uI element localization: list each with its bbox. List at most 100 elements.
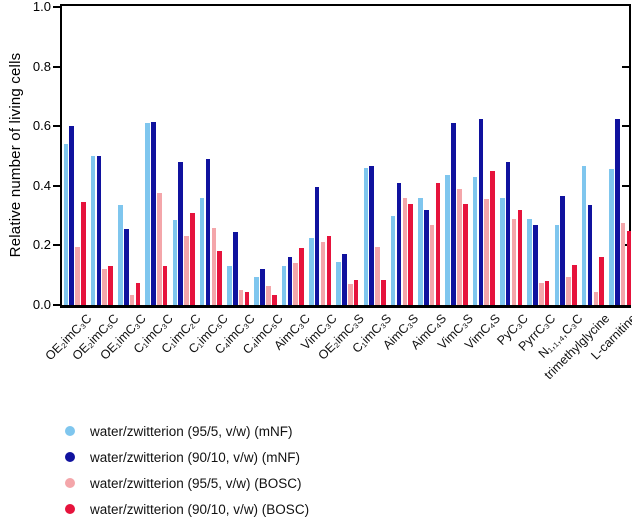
bar xyxy=(462,203,468,305)
bar xyxy=(408,203,413,305)
legend-dot-icon xyxy=(65,504,75,514)
y-axis-tick-label: 1.0 xyxy=(32,0,51,14)
bar xyxy=(517,209,523,305)
bar xyxy=(423,209,429,305)
bar xyxy=(102,269,108,305)
bar xyxy=(336,261,341,305)
bar xyxy=(108,266,113,305)
bar xyxy=(272,294,277,305)
y-axis-title: Relative number of living cells xyxy=(7,52,24,258)
bar xyxy=(451,123,456,305)
bar xyxy=(190,212,195,305)
y-axis-tick xyxy=(53,125,60,128)
bar xyxy=(369,166,375,305)
bar xyxy=(135,282,141,305)
legend-item: water/zwitterion (95/5, v/w) (BOSC) xyxy=(64,470,309,496)
bar xyxy=(396,182,402,305)
bar xyxy=(118,205,123,305)
bar xyxy=(199,197,205,305)
y-axis-right-tick xyxy=(622,125,629,128)
y-axis-tick-label: 0.2 xyxy=(32,237,51,253)
bar xyxy=(353,279,359,305)
bar xyxy=(299,248,304,305)
bar xyxy=(499,197,505,305)
bar xyxy=(390,215,396,305)
bar xyxy=(402,197,408,305)
bar xyxy=(172,220,178,305)
bar xyxy=(342,254,347,305)
bar xyxy=(260,269,265,305)
bar xyxy=(490,170,495,305)
bar xyxy=(445,175,450,305)
legend-dot-icon xyxy=(65,478,75,488)
bar xyxy=(123,229,129,305)
bar xyxy=(184,236,189,305)
legend-dot-icon xyxy=(65,452,75,462)
bar xyxy=(620,223,626,305)
bar xyxy=(478,118,484,305)
bar xyxy=(81,202,86,305)
plot-left-spine xyxy=(60,4,62,308)
bar xyxy=(533,224,538,305)
bar xyxy=(381,279,386,305)
y-axis-right-tick xyxy=(622,244,629,247)
legend-label: water/zwitterion (90/10, v/w) (mNF) xyxy=(90,449,301,465)
bar xyxy=(227,266,232,305)
bar xyxy=(314,187,320,305)
y-axis-right-tick xyxy=(622,184,629,187)
bar xyxy=(375,246,380,305)
bar xyxy=(320,242,326,305)
bar xyxy=(238,290,244,305)
bar xyxy=(162,266,168,305)
y-axis-tick xyxy=(53,6,60,8)
bar xyxy=(129,294,135,305)
y-axis-tick xyxy=(53,304,60,306)
legend-label: water/zwitterion (90/10, v/w) (BOSC) xyxy=(90,501,310,517)
legend-dot-icon xyxy=(65,426,75,436)
bar xyxy=(178,161,184,305)
bar xyxy=(63,144,69,305)
bar xyxy=(484,199,489,305)
bar xyxy=(572,264,577,305)
bar xyxy=(281,266,287,305)
bar xyxy=(560,196,565,305)
bar xyxy=(429,224,435,305)
bar xyxy=(457,188,462,305)
bar xyxy=(75,246,80,305)
bar xyxy=(538,282,544,305)
bar xyxy=(554,224,560,305)
bar xyxy=(418,197,423,305)
bar xyxy=(614,118,620,305)
plot-right-spine xyxy=(629,4,631,308)
bar xyxy=(293,263,299,305)
bar xyxy=(544,281,550,305)
plot-top-spine xyxy=(60,4,631,6)
bar xyxy=(96,156,102,305)
bar xyxy=(566,276,571,305)
bar xyxy=(157,193,162,305)
bar xyxy=(233,231,238,305)
bar xyxy=(363,167,369,305)
legend-item: water/zwitterion (90/10, v/w) (mNF) xyxy=(64,444,309,470)
bar xyxy=(505,161,511,305)
bar xyxy=(326,236,332,305)
bar xyxy=(211,227,217,305)
bar xyxy=(266,285,271,305)
bar xyxy=(511,218,517,305)
bar xyxy=(244,291,250,305)
legend: water/zwitterion (95/5, v/w) (mNF) water/… xyxy=(64,418,309,519)
bar xyxy=(472,176,478,305)
y-axis-tick xyxy=(53,65,60,68)
bar xyxy=(581,166,587,305)
y-axis-tick xyxy=(53,184,60,187)
y-axis-tick xyxy=(53,244,60,247)
legend-item: water/zwitterion (90/10, v/w) (BOSC) xyxy=(64,496,309,519)
y-axis-right-tick xyxy=(622,65,629,68)
y-axis-tick-label: 0.6 xyxy=(32,118,51,134)
legend-item: water/zwitterion (95/5, v/w) (mNF) xyxy=(64,418,309,444)
bar xyxy=(626,230,632,305)
bar xyxy=(287,257,293,305)
bar xyxy=(90,156,96,305)
bar xyxy=(205,158,211,305)
